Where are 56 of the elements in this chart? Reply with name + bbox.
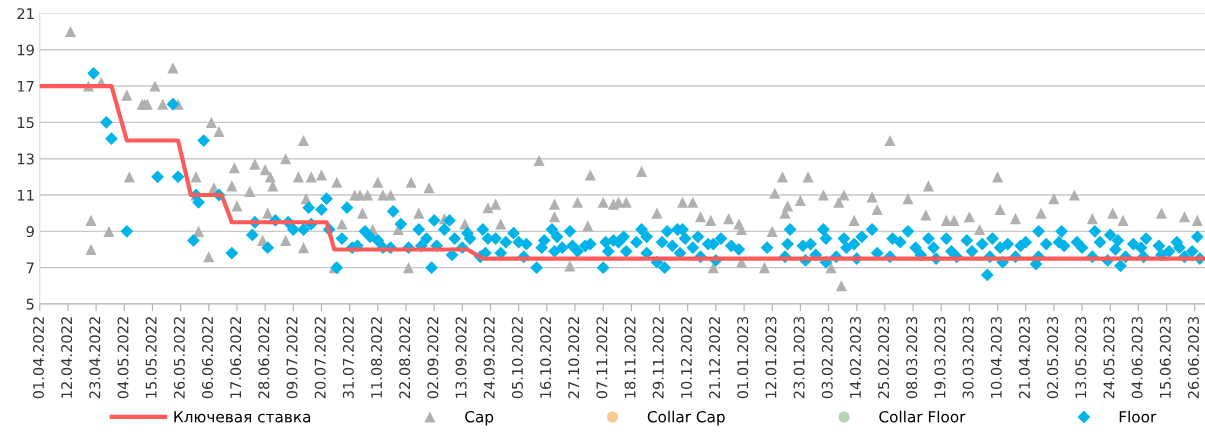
x-tick-label: 04.06.2023 (1131, 316, 1143, 399)
y-tick-label: 5 (26, 298, 34, 310)
x-tick-label: 01.01.2023 (737, 316, 749, 399)
y-tick-label: 7 (26, 262, 34, 274)
legend-label: Collar Cap (647, 410, 725, 426)
x-tick-label: 08.03.2023 (906, 316, 918, 399)
x-tick-label: 10.04.2023 (990, 316, 1002, 398)
y-tick-label: 11 (17, 189, 34, 201)
x-tick-label: 01.04.2022 (32, 317, 44, 399)
x-tick-label: 24.05.2023 (1103, 316, 1115, 399)
x-tick-label: 21.12.2022 (709, 317, 721, 399)
x-tick-label: 02.09.2022 (427, 317, 439, 399)
x-tick-label: 23.01.2023 (793, 316, 805, 399)
y-tick-label: 19 (17, 44, 34, 56)
x-tick-label: 15.06.2023 (1159, 316, 1171, 398)
x-tick-label: 26.05.2022 (173, 317, 185, 399)
x-tick-label: 21.04.2023 (1018, 316, 1030, 399)
x-tick-label: 20.07.2022 (314, 317, 326, 399)
legend-label: Cap (465, 410, 494, 426)
x-tick-label: 28.06.2022 (258, 317, 270, 399)
x-tick-label: 04.05.2022 (117, 317, 129, 399)
x-tick-label: 29.11.2022 (652, 317, 664, 399)
x-tick-label: 05.10.2022 (511, 317, 523, 399)
y-tick-label: 9 (26, 226, 34, 238)
x-tick-label: 24.09.2022 (483, 317, 495, 399)
x-tick-label: 03.02.2023 (821, 316, 833, 399)
y-tick-label: 13 (17, 153, 34, 165)
x-tick-label: 31.07.2022 (342, 317, 354, 399)
x-tick-label: 26.06.2023 (1187, 316, 1199, 399)
x-tick-label: 06.06.2022 (201, 317, 214, 399)
x-tick-label: 13.05.2023 (1075, 316, 1087, 398)
x-tick-label: 14.02.2023 (849, 316, 861, 398)
x-tick-label: 07.11.2022 (596, 317, 608, 399)
y-tick-label: 17 (17, 80, 34, 92)
x-tick-label: 13.09.2022 (455, 317, 467, 398)
x-tick-label: 10.12.2022 (680, 317, 692, 398)
legend-label: Floor (1119, 410, 1157, 423)
x-tick-label: 12.04.2022 (61, 317, 73, 398)
x-tick-label: 18.11.2022 (624, 317, 636, 398)
legend-label: Ключевая ставка (174, 411, 311, 423)
x-tick-label: 19.03.2023 (934, 316, 946, 398)
x-tick-label: 02.05.2023 (1047, 316, 1059, 399)
x-tick-label: 11.08.2022 (371, 317, 383, 398)
x-tick-label: 16.10.2022 (540, 317, 552, 398)
y-tick-label: 15 (17, 117, 34, 129)
x-tick-label: 30.03.2023 (962, 316, 974, 399)
x-tick-label: 27.10.2022 (568, 317, 580, 399)
x-tick-label: 15.05.2022 (145, 317, 157, 398)
x-tick-label: 23.04.2022 (89, 317, 101, 399)
legend-label: Collar Floor (879, 410, 966, 423)
x-tick-label: 25.02.2023 (878, 316, 890, 399)
x-tick-label: 17.06.2022 (230, 317, 242, 398)
x-tick-label: 22.08.2022 (399, 317, 411, 399)
x-tick-label: 12.01.2023 (765, 316, 777, 398)
x-tick-label: 09.07.2022 (286, 317, 298, 399)
y-tick-label: 21 (17, 8, 34, 19)
